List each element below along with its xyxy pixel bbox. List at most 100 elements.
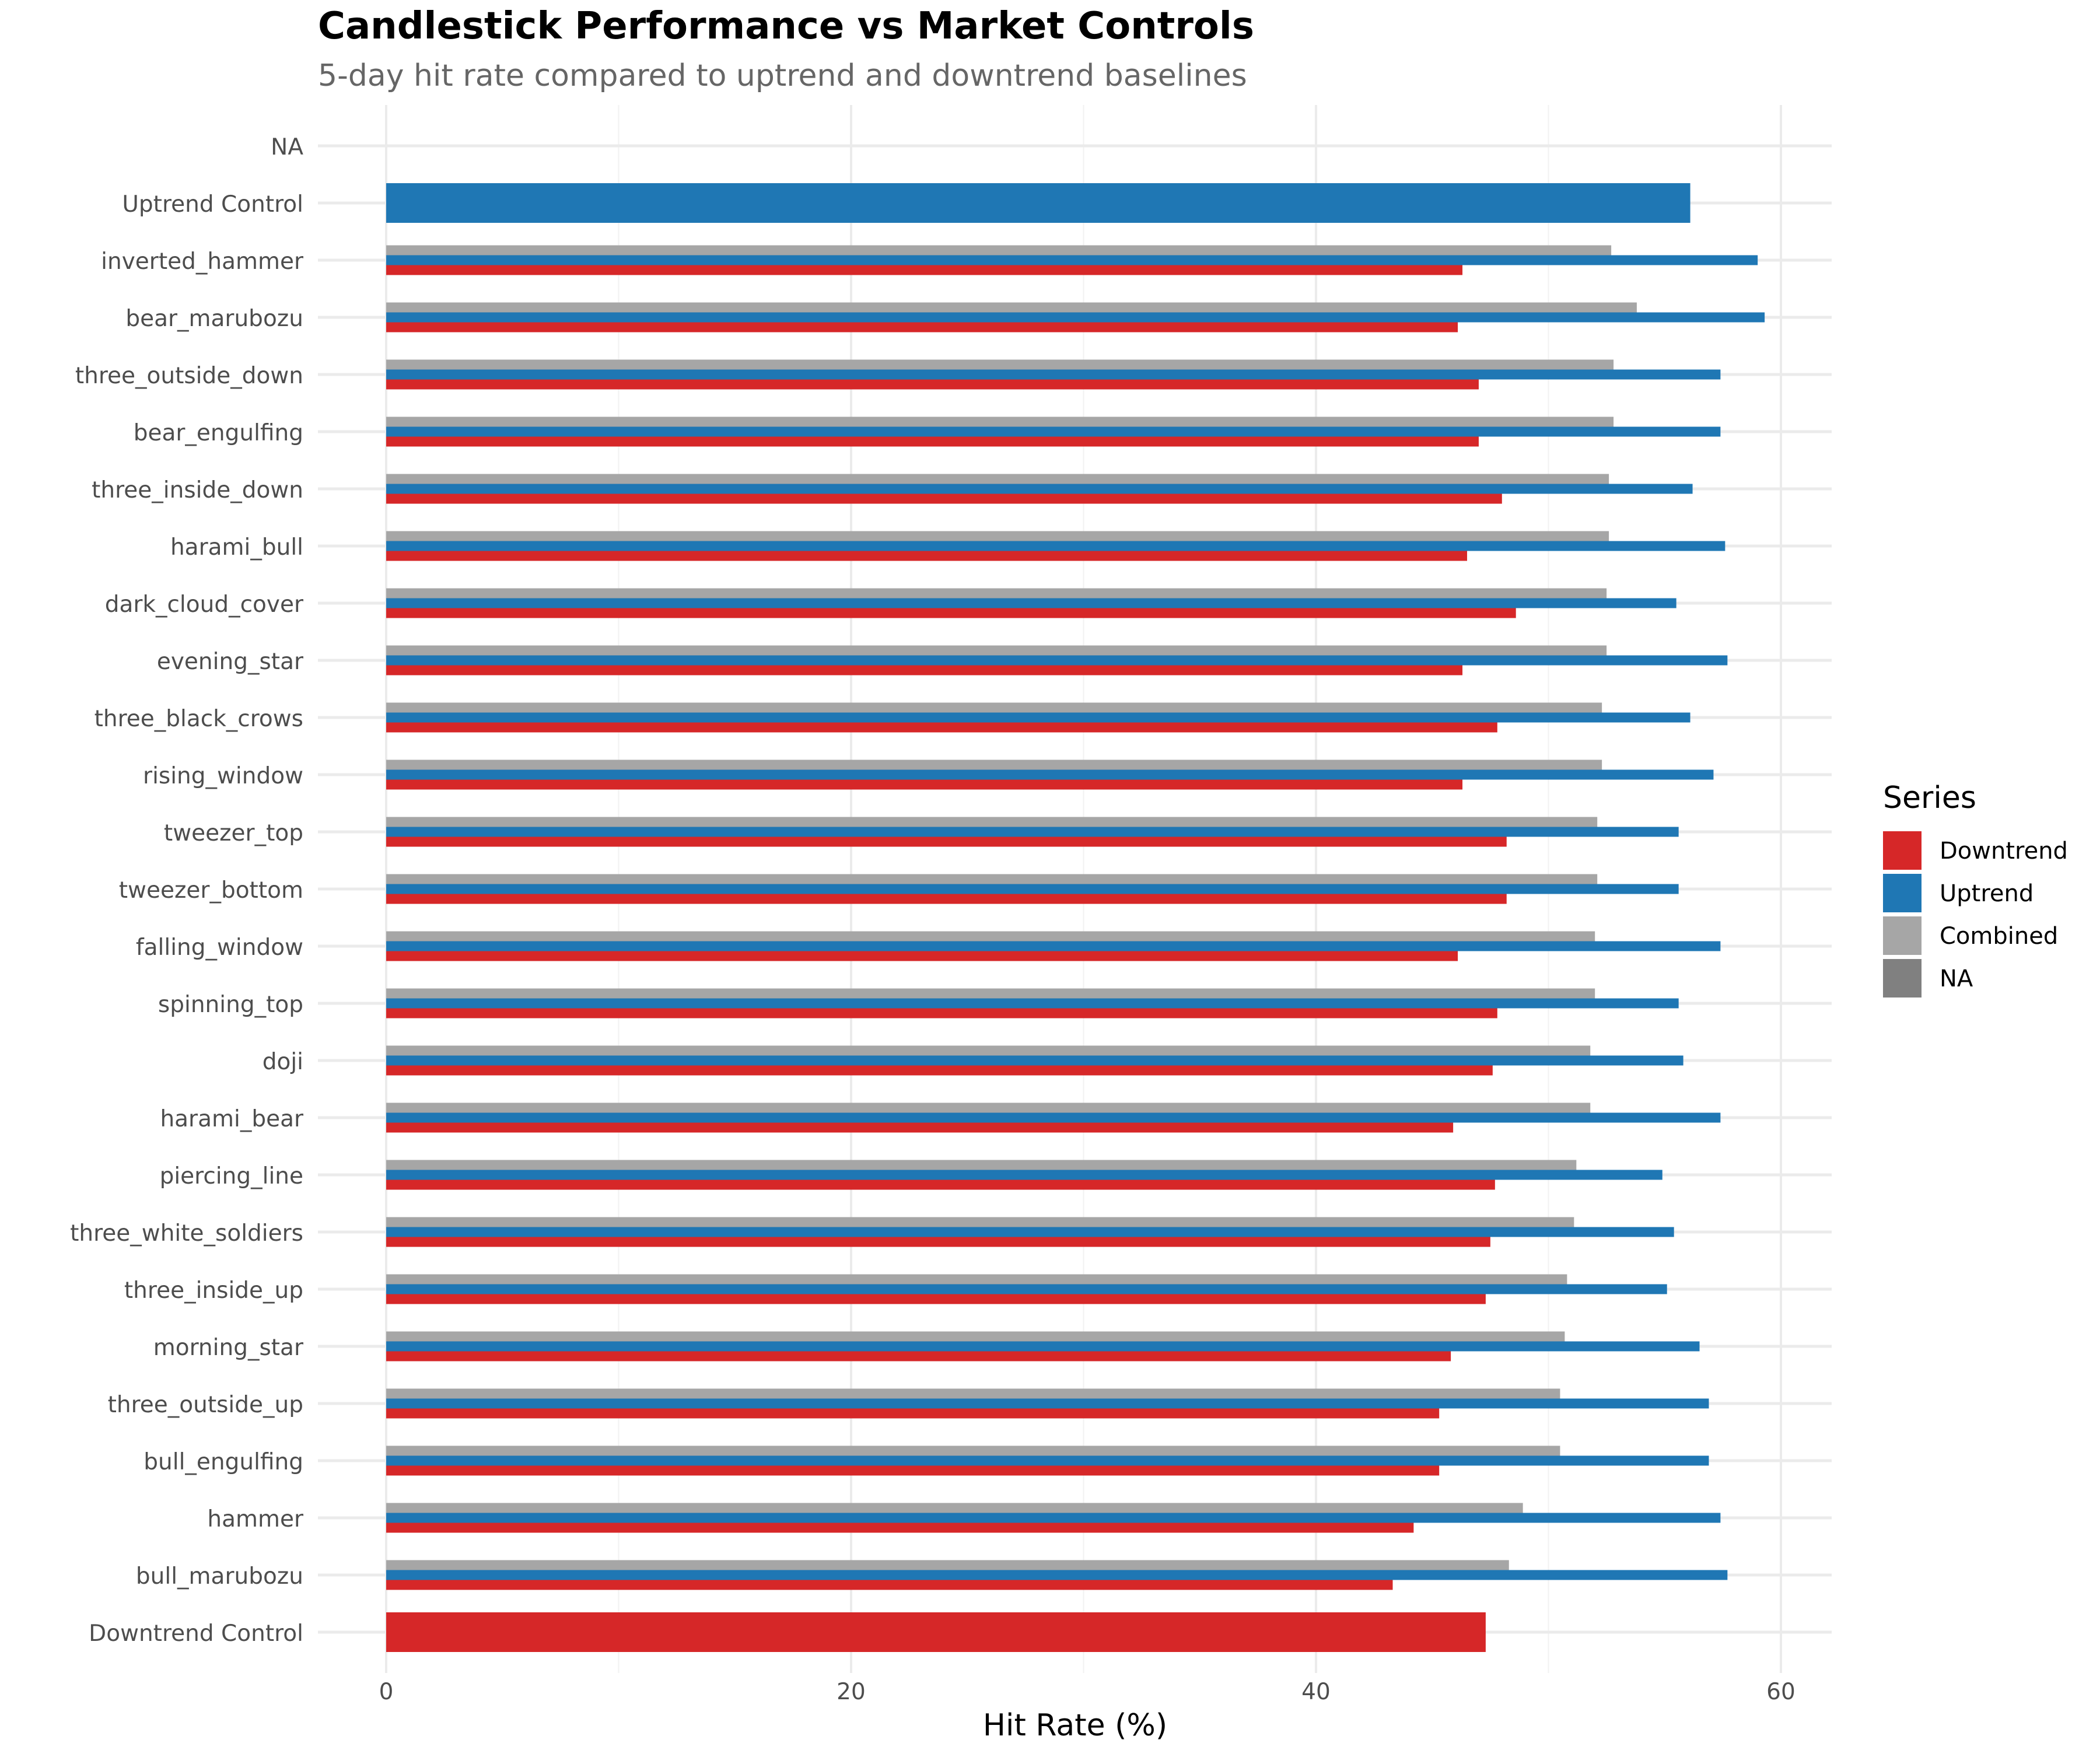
bar-uptrend-rising-window — [386, 769, 1714, 780]
y-tick-label: tweezer_top — [164, 820, 303, 846]
bar-uptrend-three-outside-up — [386, 1398, 1709, 1409]
x-axis-ticks: 0 20 40 60 — [379, 1679, 1796, 1705]
bar-uptrend-uptrend-control — [386, 183, 1690, 223]
bar-combined-spinning-top — [386, 988, 1595, 999]
bar-combined-morning-star — [386, 1331, 1565, 1342]
bar-combined-piercing-line — [386, 1160, 1577, 1170]
bar-combined-inverted-hammer — [386, 245, 1612, 256]
chart-title: Candlestick Performance vs Market Contro… — [318, 5, 1254, 48]
y-tick-label: Uptrend Control — [122, 191, 303, 218]
legend-title: Series — [1883, 780, 1976, 816]
bar-uptrend-inverted-hammer — [386, 255, 1758, 265]
bar-downtrend-rising-window — [386, 779, 1463, 790]
bar-combined-three-outside-down — [386, 359, 1614, 370]
bar-combined-three-white-soldiers — [386, 1217, 1574, 1227]
y-tick-label: Downtrend Control — [89, 1620, 303, 1647]
y-tick-label: bear_engulfing — [134, 420, 303, 446]
y-axis-labels: NA Uptrend Control inverted_hammer bear_mar… — [70, 134, 304, 1647]
y-tick-label: three_white_soldiers — [70, 1220, 303, 1247]
y-tick-label: three_inside_down — [92, 477, 303, 503]
legend-swatch-combined[interactable] — [1883, 916, 1922, 955]
bar-combined-harami-bull — [386, 531, 1609, 541]
legend-label-combined[interactable]: Combined — [1940, 923, 2058, 950]
bar-combined-hammer — [386, 1503, 1523, 1513]
bar-combined-three-outside-up — [386, 1388, 1560, 1399]
x-tick-label: 0 — [379, 1679, 394, 1705]
bar-downtrend-tweezer-bottom — [386, 894, 1507, 904]
bar-downtrend-dark-cloud-cover — [386, 608, 1516, 618]
x-tick-label: 60 — [1766, 1679, 1796, 1705]
bar-uptrend-piercing-line — [386, 1170, 1662, 1180]
bar-combined-three-inside-up — [386, 1274, 1567, 1284]
bar-uptrend-morning-star — [386, 1341, 1700, 1352]
y-tick-label: bull_engulfing — [144, 1449, 303, 1475]
y-tick-label: three_outside_up — [108, 1392, 303, 1418]
bar-downtrend-doji — [386, 1065, 1493, 1076]
bar-downtrend-three-outside-up — [386, 1408, 1440, 1419]
bar-downtrend-harami-bull — [386, 551, 1468, 561]
legend-swatch-downtrend[interactable] — [1883, 831, 1922, 870]
legend[interactable]: Series Downtrend Uptrend Combined NA — [1883, 780, 2068, 998]
bar-uptrend-harami-bull — [386, 541, 1726, 551]
bar-combined-tweezer-top — [386, 817, 1598, 827]
bar-downtrend-three-outside-down — [386, 379, 1479, 390]
y-tick-label: NA — [271, 134, 303, 160]
bar-combined-bear-engulfing — [386, 416, 1614, 427]
bar-downtrend-spinning-top — [386, 1008, 1497, 1019]
bar-combined-tweezer-bottom — [386, 874, 1598, 884]
bar-uptrend-bull-marubozu — [386, 1570, 1728, 1580]
bar-uptrend-tweezer-bottom — [386, 884, 1679, 894]
y-tick-label: hammer — [207, 1506, 304, 1532]
y-tick-label: dark_cloud_cover — [105, 592, 304, 618]
bar-uptrend-spinning-top — [386, 998, 1679, 1009]
y-tick-label: three_black_crows — [94, 706, 303, 732]
bar-downtrend-bear-engulfing — [386, 436, 1479, 447]
bar-downtrend-piercing-line — [386, 1180, 1495, 1190]
y-tick-label: rising_window — [143, 763, 303, 789]
bar-downtrend-falling-window — [386, 951, 1458, 961]
bar-downtrend-downtrend-control — [386, 1612, 1486, 1652]
y-tick-label: harami_bull — [170, 534, 303, 561]
bar-downtrend-three-white-soldiers — [386, 1237, 1490, 1247]
legend-swatch-na[interactable] — [1883, 959, 1922, 998]
bar-uptrend-falling-window — [386, 941, 1721, 951]
y-tick-label: evening_star — [157, 649, 304, 675]
y-tick-label: doji — [262, 1049, 303, 1075]
bar-uptrend-doji — [386, 1055, 1684, 1066]
bar-downtrend-bull-engulfing — [386, 1465, 1440, 1476]
bar-uptrend-bear-marubozu — [386, 312, 1765, 323]
bars-layer — [386, 183, 1765, 1652]
bar-combined-evening-star — [386, 645, 1607, 656]
x-tick-label: 20 — [836, 1679, 866, 1705]
y-tick-label: bear_marubozu — [125, 306, 303, 332]
bar-combined-harami-bear — [386, 1102, 1591, 1113]
legend-label-downtrend[interactable]: Downtrend — [1940, 838, 2068, 864]
legend-label-na[interactable]: NA — [1940, 965, 1973, 992]
bar-combined-doji — [386, 1045, 1591, 1056]
bar-combined-dark-cloud-cover — [386, 588, 1607, 598]
bar-downtrend-three-black-crows — [386, 722, 1497, 733]
bar-downtrend-bull-marubozu — [386, 1580, 1393, 1590]
y-tick-label: inverted_hammer — [101, 249, 304, 275]
bar-combined-three-inside-down — [386, 474, 1609, 484]
bar-combined-rising-window — [386, 760, 1602, 770]
bar-uptrend-harami-bear — [386, 1112, 1721, 1123]
bar-downtrend-three-inside-up — [386, 1294, 1486, 1304]
y-tick-label: three_inside_up — [124, 1278, 303, 1304]
bar-combined-falling-window — [386, 931, 1595, 942]
legend-label-uptrend[interactable]: Uptrend — [1940, 880, 2034, 907]
bar-downtrend-morning-star — [386, 1351, 1451, 1362]
bar-uptrend-bull-engulfing — [386, 1455, 1709, 1466]
legend-swatch-uptrend[interactable] — [1883, 874, 1922, 912]
bar-uptrend-bear-engulfing — [386, 426, 1721, 437]
bar-uptrend-three-outside-down — [386, 369, 1721, 380]
y-tick-label: piercing_line — [160, 1163, 303, 1189]
bar-uptrend-evening-star — [386, 655, 1728, 666]
y-tick-label: harami_bear — [160, 1106, 304, 1132]
x-axis-title: Hit Rate (%) — [983, 1708, 1167, 1743]
bar-uptrend-dark-cloud-cover — [386, 598, 1676, 608]
bar-downtrend-inverted-hammer — [386, 265, 1463, 275]
bar-combined-bear-marubozu — [386, 302, 1637, 313]
chart-subtitle: 5-day hit rate compared to uptrend and d… — [318, 58, 1247, 93]
